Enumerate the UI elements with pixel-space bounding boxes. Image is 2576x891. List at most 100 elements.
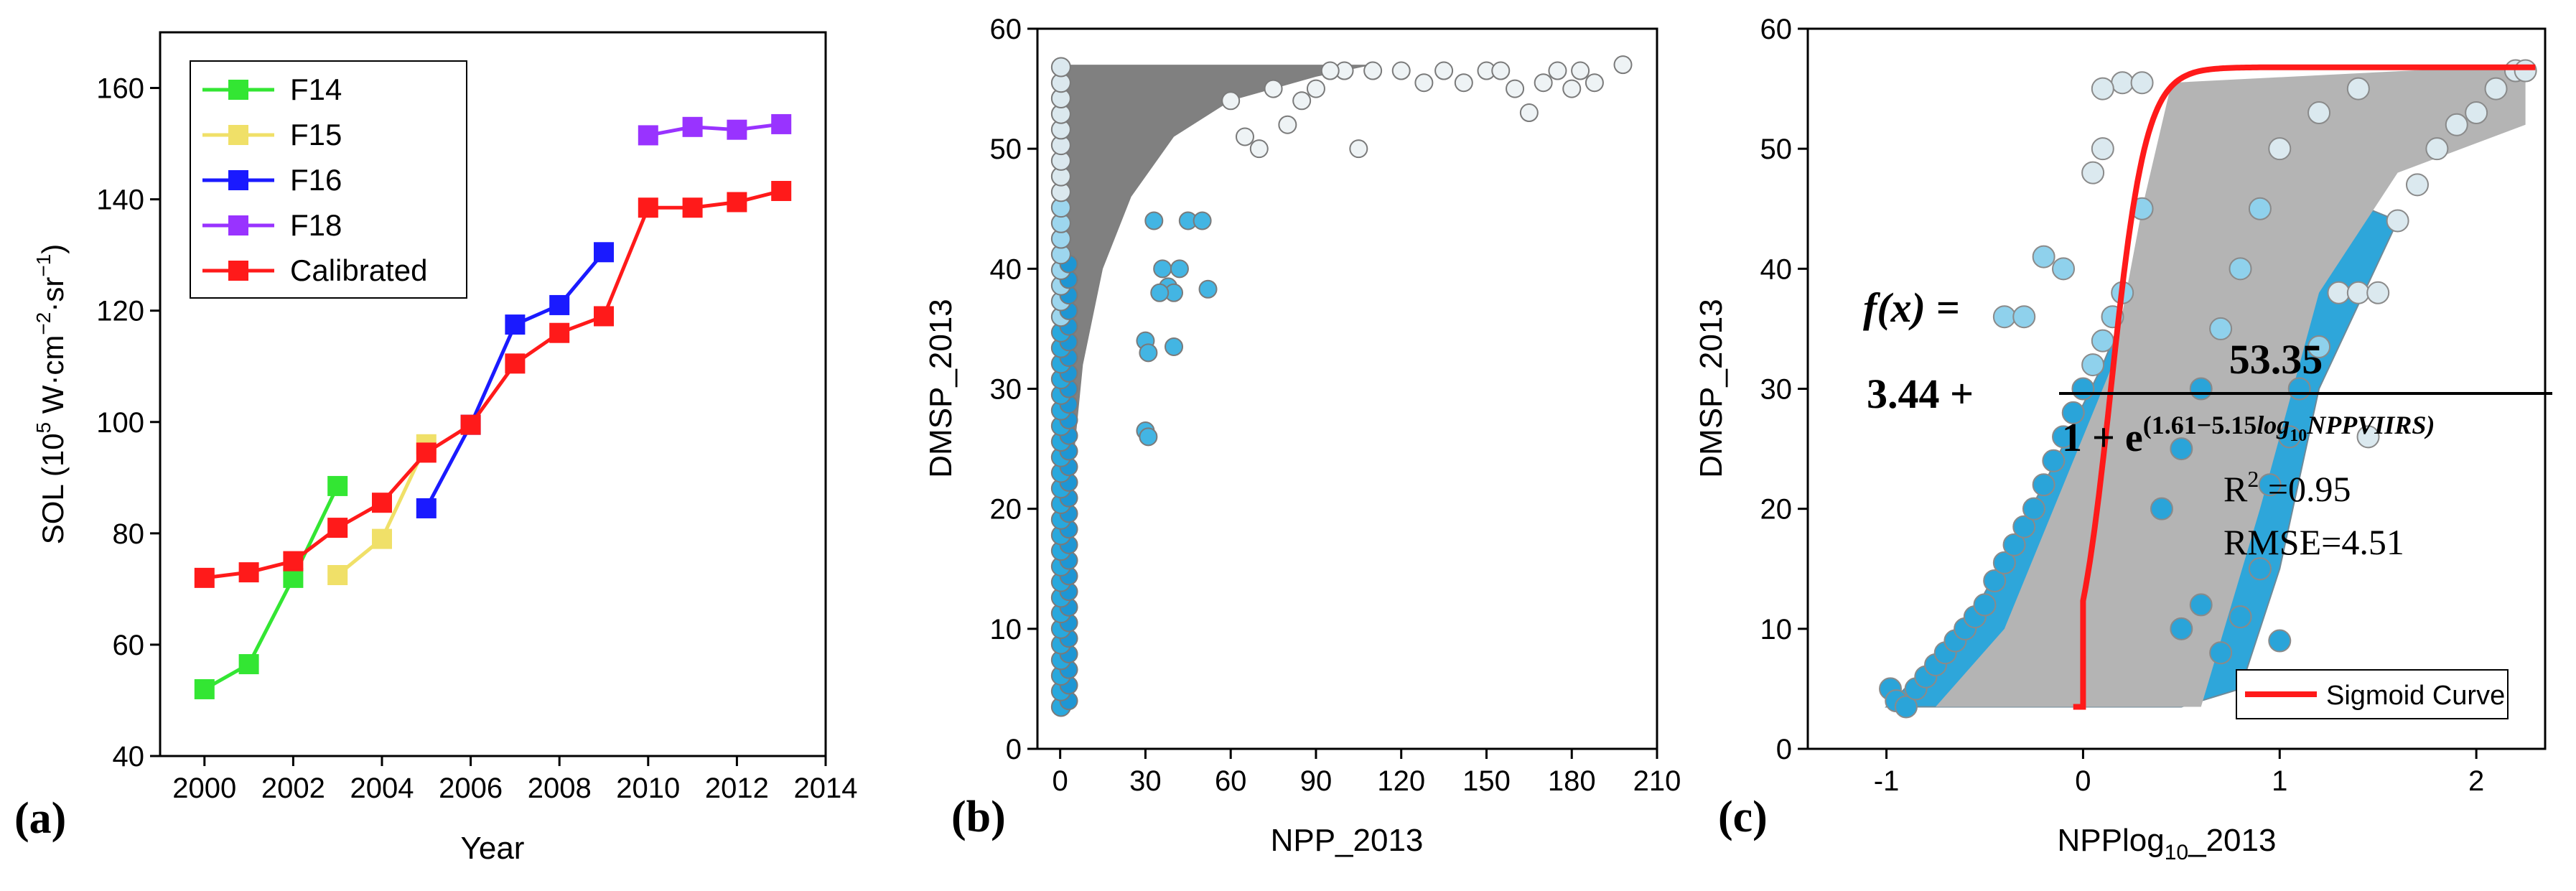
data-point [2248,197,2272,220]
data-point [2327,281,2351,304]
data-point [2189,593,2213,617]
r-squared: R2 =0.95 [2223,466,2351,509]
data-point [1050,57,1071,78]
data-point [2405,173,2429,197]
x-tick-label: 90 [1300,765,1333,797]
x-axis-label-part: _2013 [2188,823,2276,858]
data-point [1613,55,1633,75]
r-squared-value: =0.95 [2259,469,2351,509]
data-point [2111,71,2134,95]
rmse: RMSE=4.51 [2223,522,2404,562]
data-point [1144,211,1164,230]
x-axis-label-part: NPPlog [2058,823,2165,858]
data-point [2209,641,2233,665]
y-tick-label: 60 [1760,14,1793,45]
equation-denominator: 1 + e(1.61−5.15log10NPPVIIRS) [2062,411,2435,460]
data-point [2307,335,2331,358]
data-point-f14 [194,678,215,699]
data-point-f18 [771,113,792,134]
y-tick-label: 120 [96,296,144,327]
y-tick-label: 10 [1760,614,1793,645]
x-tick-label: 0 [2075,765,2091,797]
data-point [2445,113,2468,136]
data-point [2130,71,2154,95]
equation-numerator: 53.35 [2229,336,2323,383]
y-axis-label: DMSP_2013 [1694,299,1729,477]
data-point [2022,497,2045,521]
denominator-exponent: (1.61−5.15 [2143,411,2257,439]
data-point-calibrated [283,551,304,572]
data-point [1434,61,1454,80]
x-axis-label: NPPlog10_2013 [2058,823,2277,864]
y-axis-label-sup: −1 [32,254,55,277]
legend-label: F15 [290,118,342,151]
plot-frame [159,31,827,757]
dense-point-region [1936,65,2526,707]
series-line-f14 [203,485,340,691]
data-point [1571,61,1590,80]
x-tick-label: 180 [1548,765,1596,797]
y-tick-label: 60 [113,630,145,661]
y-tick-label: 40 [113,741,145,773]
series-line-f18 [648,122,782,137]
legend-marker [228,80,248,100]
data-point [1562,79,1582,98]
data-point-calibrated [372,493,392,513]
data-point [1585,73,1604,93]
data-point [1349,139,1368,159]
data-point-calibrated [327,518,348,538]
y-axis-label: SOL (105 W·cm−2·sr−1) [32,244,70,545]
data-point [2425,137,2449,161]
panel-label: (c) [1718,793,1768,841]
y-tick-label: 40 [990,253,1022,285]
y-tick-label: 10 [990,614,1022,645]
x-tick-label: 2006 [439,773,503,804]
y-tick-label: 30 [1760,374,1793,406]
data-point [1235,127,1254,146]
data-point [2170,617,2193,640]
data-point [2229,605,2252,629]
data-point [1983,569,2007,592]
data-point [2071,377,2095,401]
y-axis-label: DMSP_2013 [923,299,958,477]
data-point [2091,77,2114,101]
data-point [2366,281,2390,304]
data-point [2081,161,2105,185]
data-point-calibrated [194,567,215,588]
legend-marker [228,170,248,190]
x-tick-label: 0 [1053,765,1068,797]
x-tick-label: 1 [2272,765,2287,797]
data-point [2032,473,2055,497]
legend-marker [228,261,248,281]
y-tick-label: 20 [1760,494,1793,526]
panel-a: 2000 2002 2004 2006 2008 2010 2012 2014 40 60 80 10… [14,31,857,866]
data-point [1165,337,1184,356]
denominator-exponent-sub: 10 [2290,426,2307,445]
data-point [1548,61,1567,80]
data-point-calibrated [505,353,526,374]
data-point [2061,401,2085,424]
y-axis-label-part: ) [36,244,70,254]
legend-label: F14 [290,73,342,106]
x-tick-label: 30 [1129,765,1162,797]
x-tick-label: 2008 [528,773,592,804]
data-point-f16 [594,242,614,263]
x-tick-label: 2 [2468,765,2484,797]
x-tick-label: 120 [1377,765,1425,797]
x-tick-label: 2002 [261,773,325,804]
dense-point-region [1060,65,1373,707]
y-tick-label: 30 [990,374,1022,406]
data-point [1150,283,1170,302]
y-tick-label: 60 [990,14,1022,45]
data-point [1973,593,1997,617]
r-squared-sup: 2 [2247,466,2259,492]
data-point-calibrated [460,414,481,435]
data-point-f16 [549,294,570,315]
legend-label: F16 [290,163,342,197]
x-tick-label: 210 [1633,765,1681,797]
x-tick-label: -1 [1874,765,1900,797]
data-point [1519,103,1539,123]
data-point [2052,425,2076,449]
data-point [1153,259,1172,279]
data-point [2248,557,2272,581]
